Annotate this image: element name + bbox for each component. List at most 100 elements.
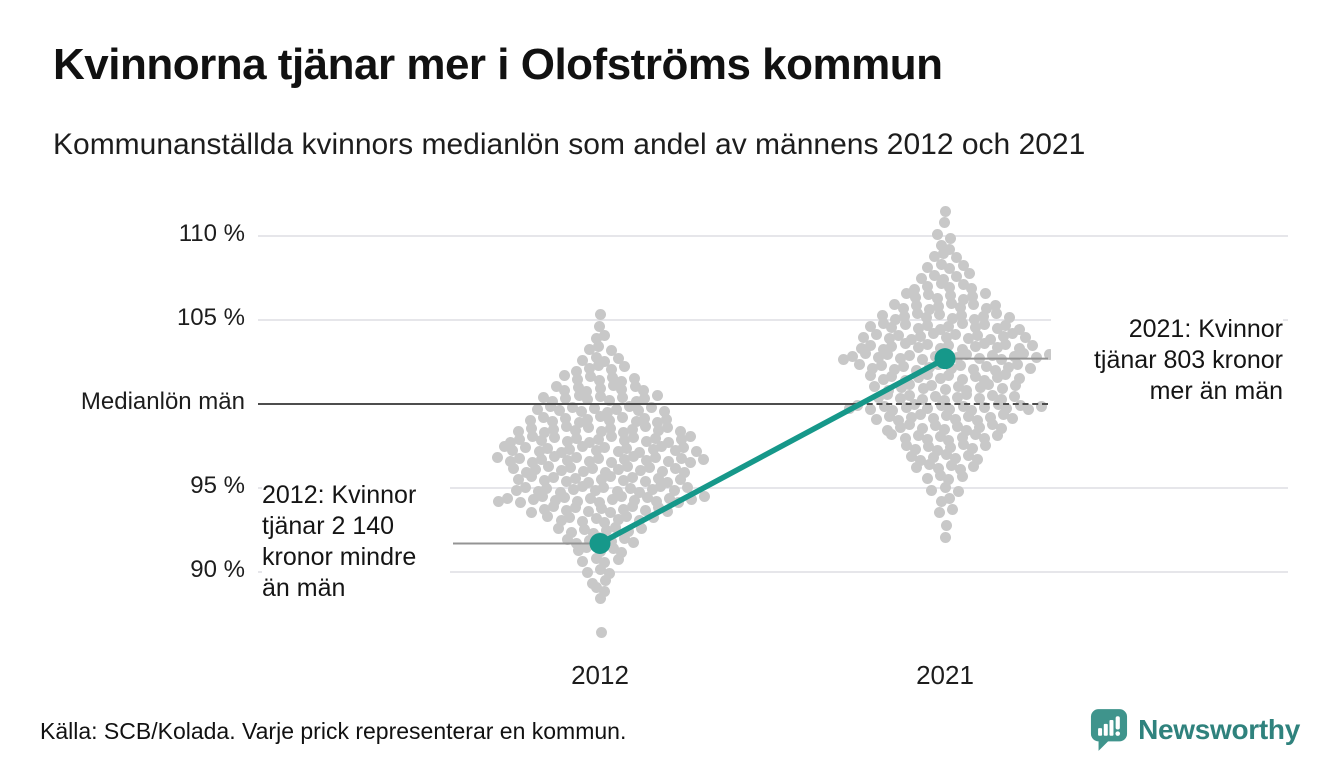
municipality-dot [954,464,966,476]
municipality-dot [560,412,572,424]
municipality-dot [555,446,567,458]
municipality-dot [978,319,990,331]
municipality-dot [929,250,940,262]
municipality-dot [956,373,968,385]
municipality-dot [587,463,598,475]
municipality-dot [971,330,983,342]
municipality-dot [938,217,950,229]
municipality-dot [542,442,554,454]
municipality-dot [553,404,565,416]
municipality-dot [906,334,918,346]
municipality-dot [995,423,1007,435]
municipality-dot [547,415,559,427]
municipality-dot [527,456,538,468]
municipality-dot [1007,412,1018,424]
municipality-dot [978,433,990,445]
municipality-dot [571,496,583,508]
municipality-dot [991,323,1003,335]
municipality-dot [576,481,588,493]
newsworthy-brand: Newsworthy [1090,708,1300,752]
source-note: Källa: SCB/Kolada. Varje prick represent… [40,718,627,744]
municipality-dot [893,330,904,342]
municipality-dot [548,472,559,484]
annotation-2012-line: än män [262,574,346,602]
municipality-dot [555,515,567,527]
municipality-dot [941,409,953,421]
municipality-dot [881,349,893,361]
municipality-dot [527,430,538,442]
municipality-dot [957,278,969,290]
municipality-dot [950,329,961,341]
municipality-dot [912,323,924,335]
municipality-dot [943,435,955,447]
municipality-dot [951,391,963,403]
municipality-dot [901,287,913,299]
municipality-dot [584,455,595,467]
municipality-dot [595,309,607,321]
municipality-dot [590,444,602,456]
municipality-dot [898,311,910,323]
municipality-dot [538,411,550,423]
municipality-dot [950,453,961,465]
municipality-dot [950,413,961,425]
municipality-dot [599,329,611,341]
municipality-dot [986,350,998,362]
municipality-dot [924,304,936,316]
municipality-dot [911,300,922,312]
municipality-dot [539,504,551,516]
municipality-dot [566,401,578,413]
page-title: Kvinnorna tjänar mer i Olofströms kommun [53,40,943,89]
municipality-dot [974,381,986,393]
municipality-dot [935,258,947,270]
gridline [258,319,1288,321]
municipality-dot [991,342,1003,354]
municipality-dot [859,348,871,360]
municipality-dot [946,460,958,472]
municipality-dot [559,385,571,397]
municipality-dot [977,311,989,323]
municipality-dot [599,585,611,597]
municipality-dot [1000,339,1012,351]
municipality-dot [562,533,574,545]
municipality-dot [941,332,953,344]
annotation-2021: 2021: Kvinnor tjänar 803 kronor mer än m… [1051,314,1283,407]
gridline [258,571,1288,573]
municipality-dot [968,299,979,311]
municipality-dot [616,546,628,558]
municipality-dot [996,382,1008,394]
municipality-dot [589,485,601,497]
municipality-dot [592,360,604,372]
municipality-dot [592,341,604,353]
municipality-dot [969,370,981,382]
municipality-dot [928,328,940,340]
municipality-dot [1014,399,1026,411]
municipality-dot [600,574,612,586]
municipality-dot [934,324,946,336]
municipality-dot [570,451,582,463]
municipality-dot [958,439,970,451]
municipality-dot [590,332,602,344]
municipality-dot [899,319,911,331]
municipality-dot [956,318,968,330]
municipality-dot [533,445,545,457]
municipality-dot [990,308,1002,320]
municipality-dot [1000,368,1012,380]
y-tick-median-label: Medianlön män [80,388,245,415]
municipality-dot [581,386,593,398]
municipality-dot [998,331,1010,343]
municipality-dot [967,443,979,455]
municipality-dot [543,461,555,473]
municipality-dot [1004,312,1015,324]
municipality-dot [947,313,958,325]
municipality-dot [968,314,980,326]
municipality-dot [923,288,935,300]
municipality-dot [914,331,926,343]
municipality-dot [561,505,573,517]
municipality-dot [864,321,876,333]
municipality-dot [492,496,504,508]
municipality-dot [571,374,583,386]
municipality-dot [946,298,958,310]
municipality-dot [592,433,604,445]
municipality-dot [943,369,955,381]
